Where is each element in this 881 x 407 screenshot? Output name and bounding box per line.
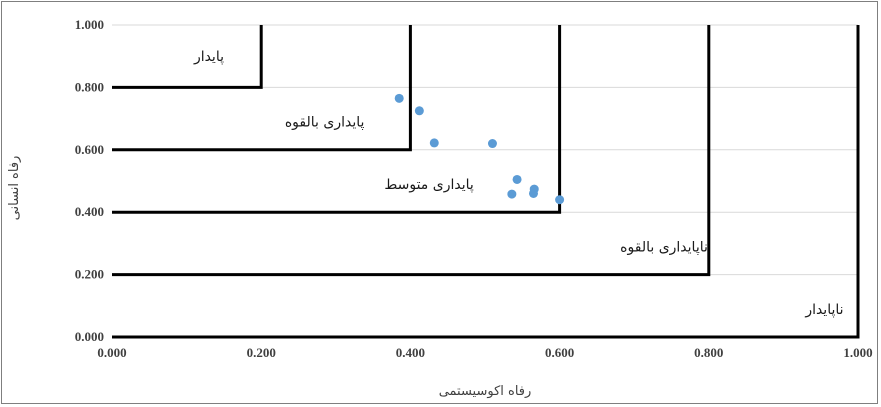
y-tick-label: 0.800 (75, 79, 104, 94)
data-point (487, 139, 497, 149)
zone-label: پایداری متوسط (384, 177, 474, 193)
zone-boundary-line (112, 25, 562, 214)
y-axis-title: رفاه انسانی (7, 156, 22, 221)
x-tick-label: 0.000 (97, 345, 126, 360)
y-tick-label: 1.000 (75, 17, 104, 32)
zone-label: ناپایداری بالقوه (620, 240, 708, 256)
data-point (429, 138, 439, 148)
zone-boundary-line (112, 25, 711, 277)
data-point (394, 93, 404, 103)
zone-label: پایدار (193, 49, 224, 65)
data-points (394, 93, 565, 205)
y-tick-label: 0.200 (75, 267, 104, 282)
axes: 0.000 0.200 0.400 0.600 0.800 1.000 0.000 0.200… (75, 17, 873, 360)
y-tick-label: 0.600 (75, 142, 104, 157)
data-point (414, 106, 424, 116)
y-tick-label: 0.400 (75, 204, 104, 219)
zone-label: پایداری بالقوه (285, 115, 365, 131)
zone-boundary-line (112, 25, 412, 152)
x-tick-label: 1.000 (843, 345, 872, 360)
zone-boundary-line (112, 25, 263, 89)
grid-layer (112, 24, 858, 338)
x-axis-title: رفاه اکوسیستمی (439, 384, 532, 399)
zone-boundary-line (112, 25, 860, 339)
zone-boundaries (112, 25, 860, 339)
zone-labels: پایدار پایداری بالقوه پایداری متوسط ناپایدا… (193, 49, 844, 318)
data-point (555, 195, 565, 205)
data-point (528, 188, 538, 198)
x-tick-label: 0.200 (247, 345, 276, 360)
x-tick-label: 0.800 (694, 345, 723, 360)
zone-label: ناپایدار (804, 302, 843, 318)
data-point (512, 174, 522, 184)
x-tick-label: 0.600 (545, 345, 574, 360)
y-tick-label: 0.000 (75, 329, 104, 344)
data-point (507, 189, 517, 199)
x-tick-label: 0.400 (396, 345, 425, 360)
